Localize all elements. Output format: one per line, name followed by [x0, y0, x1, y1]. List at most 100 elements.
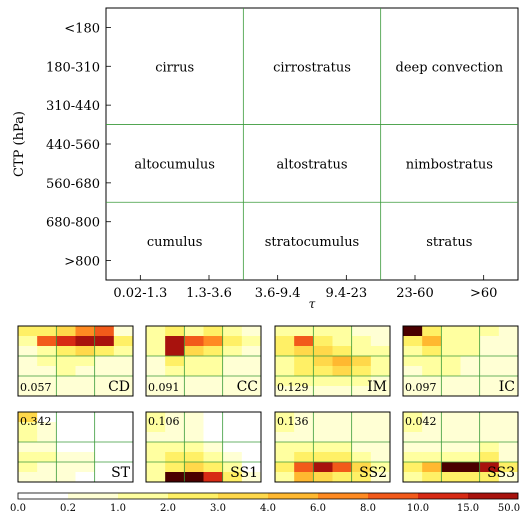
heatmap-cell: [403, 472, 423, 483]
heatmap-cell: [422, 432, 442, 443]
heatmap-cell: [146, 336, 166, 347]
heatmap-cell: [498, 412, 519, 423]
panel-regime-label: CD: [108, 379, 130, 395]
heatmap-cell: [37, 366, 57, 377]
heatmap-cell: [222, 422, 243, 433]
heatmap-cell: [165, 422, 185, 433]
heatmap-cell: [441, 376, 461, 387]
tau-tick-label: 9.4-23: [326, 286, 368, 301]
panel-value-label: 0.091: [148, 381, 180, 394]
heatmap-cell: [370, 356, 391, 367]
heatmap-cell: [479, 452, 500, 463]
colorbar-swatch: [268, 493, 319, 499]
heatmap-cell: [332, 346, 352, 357]
heatmap-cell: [313, 442, 333, 453]
heatmap-cell: [241, 366, 262, 377]
heatmap-cell: [441, 346, 461, 357]
heatmap-cell: [403, 376, 423, 387]
heatmap-cell: [275, 386, 295, 397]
heatmap-cell: [113, 432, 134, 443]
heatmap-cell: [498, 386, 519, 397]
heatmap-cell: [222, 346, 243, 357]
panel-value-label: 0.097: [405, 381, 437, 394]
heatmap-cell: [370, 412, 391, 423]
heatmap-cell: [422, 326, 442, 337]
heatmap-cell: [37, 442, 57, 453]
heatmap-cell: [113, 386, 134, 397]
heatmap-cell: [146, 452, 166, 463]
heatmap-cell: [203, 472, 223, 483]
heatmap-cell: [313, 472, 333, 483]
panel-value-label: 0.057: [20, 381, 52, 394]
heatmap-cell: [184, 442, 204, 453]
heatmap-cell: [313, 412, 333, 423]
heatmap-cell: [222, 376, 243, 387]
heatmap-cell: [146, 422, 166, 433]
heatmap-cell: [498, 472, 519, 483]
panel-frame: [145, 325, 262, 397]
heatmap-cell: [313, 376, 333, 387]
regime-panel-im: IM 0.129: [274, 325, 391, 397]
heatmap-cell: [37, 386, 57, 397]
heatmap-cell: [332, 432, 352, 443]
panel-value-label: 0.042: [405, 415, 437, 428]
heatmap-cell: [75, 412, 95, 423]
colorbar-swatches: [18, 493, 519, 499]
colorbar-tick-label: 4.0: [260, 503, 276, 514]
heatmap-cell: [403, 462, 423, 473]
heatmap-cell: [403, 412, 423, 423]
heatmap-cell: [370, 472, 391, 483]
heatmap-cell: [313, 366, 333, 377]
panel-regime-label: ST: [111, 465, 131, 481]
ctp-tick-label: 310-440: [46, 99, 100, 114]
heatmap-cell: [146, 346, 166, 357]
heatmap-cell: [241, 356, 262, 367]
heatmap-cell: [351, 356, 372, 367]
heatmap-cell: [18, 432, 38, 443]
heatmap-cell: [165, 346, 185, 357]
heatmap-cell: [165, 452, 185, 463]
colorbar-tick-label: 50.0: [498, 503, 520, 514]
heatmap-cell: [113, 452, 134, 463]
heatmap-cell: [75, 462, 95, 473]
heatmap-cell: [75, 366, 95, 377]
heatmap-cell: [75, 442, 95, 453]
heatmap-cell: [37, 422, 57, 433]
panel-value-label: 0.136: [277, 415, 309, 428]
classification-chart: cirrus cirrostratus deep convection altocum…: [12, 7, 519, 311]
heatmap-cell: [94, 432, 115, 443]
heatmap-cell: [403, 386, 423, 397]
heatmap-cell: [351, 432, 372, 443]
heatmap-cell: [370, 432, 391, 443]
heatmap-cell: [146, 462, 166, 473]
heatmap-cell: [222, 412, 243, 423]
heatmap-cell: [351, 386, 372, 397]
panel-value-label: 0.342: [20, 415, 52, 428]
colorbar-tick-label: 10.0: [407, 503, 429, 514]
heatmap-cell: [294, 376, 314, 387]
heatmap-cell: [146, 386, 166, 397]
heatmap-cell: [294, 452, 314, 463]
heatmap-cell: [460, 472, 480, 483]
heatmap-cell: [203, 376, 223, 387]
heatmap-cell: [332, 336, 352, 347]
heatmap-cell: [441, 452, 461, 463]
cloud-type-label: cirrostratus: [273, 60, 351, 75]
heatmap-cell: [18, 356, 38, 367]
tau-tick-label: 0.02-1.3: [113, 286, 167, 301]
heatmap-cell: [222, 336, 243, 347]
heatmap-cell: [313, 422, 333, 433]
heatmap-cell: [146, 326, 166, 337]
heatmap-cell: [241, 432, 262, 443]
heatmap-cell: [294, 422, 314, 433]
panel-regime-label: IM: [367, 379, 387, 395]
heatmap-cell: [460, 422, 480, 433]
heatmap-cell: [313, 336, 333, 347]
heatmap-cell: [37, 376, 57, 387]
heatmap-cell: [18, 366, 38, 377]
heatmap-cell: [113, 376, 134, 387]
heatmap-cell: [94, 376, 115, 387]
heatmap-cell: [370, 386, 391, 397]
heatmap-cell: [294, 346, 314, 357]
heatmap-cell: [332, 412, 352, 423]
